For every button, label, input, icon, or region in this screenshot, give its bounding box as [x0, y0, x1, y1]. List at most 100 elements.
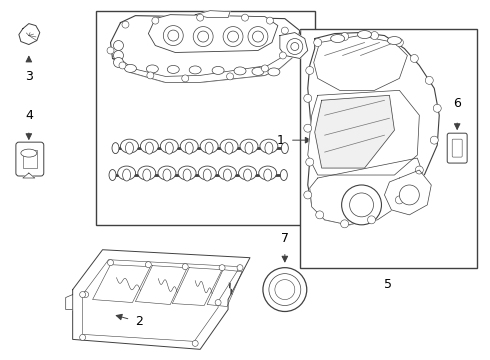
- Ellipse shape: [245, 142, 253, 154]
- Circle shape: [114, 41, 123, 50]
- Circle shape: [242, 14, 248, 21]
- Polygon shape: [385, 170, 431, 215]
- Circle shape: [368, 216, 375, 224]
- Ellipse shape: [225, 142, 233, 154]
- Circle shape: [433, 104, 441, 112]
- Polygon shape: [23, 173, 35, 178]
- Text: 4: 4: [25, 109, 33, 122]
- Polygon shape: [73, 250, 250, 349]
- Ellipse shape: [203, 169, 211, 181]
- FancyBboxPatch shape: [447, 133, 467, 163]
- Circle shape: [163, 26, 183, 45]
- Circle shape: [248, 27, 268, 46]
- Ellipse shape: [219, 166, 236, 180]
- Circle shape: [399, 185, 419, 205]
- Ellipse shape: [260, 139, 278, 153]
- Circle shape: [291, 42, 299, 50]
- Polygon shape: [111, 15, 300, 82]
- Circle shape: [227, 31, 239, 42]
- Circle shape: [182, 264, 188, 270]
- Ellipse shape: [200, 139, 218, 153]
- Ellipse shape: [146, 142, 153, 154]
- Circle shape: [219, 265, 225, 271]
- Ellipse shape: [268, 68, 280, 76]
- Ellipse shape: [239, 166, 257, 180]
- Circle shape: [114, 58, 123, 67]
- Circle shape: [430, 136, 438, 144]
- Ellipse shape: [388, 37, 401, 45]
- Ellipse shape: [244, 169, 251, 181]
- Ellipse shape: [189, 66, 201, 74]
- Polygon shape: [310, 158, 424, 225]
- Circle shape: [341, 220, 348, 228]
- FancyBboxPatch shape: [452, 139, 462, 157]
- Polygon shape: [19, 24, 40, 45]
- Circle shape: [395, 39, 403, 46]
- Circle shape: [341, 32, 348, 41]
- Ellipse shape: [178, 166, 196, 180]
- Text: 7: 7: [281, 232, 289, 245]
- Circle shape: [226, 73, 234, 80]
- Ellipse shape: [147, 65, 158, 73]
- Circle shape: [252, 31, 264, 42]
- Polygon shape: [66, 294, 73, 310]
- Ellipse shape: [112, 143, 119, 154]
- Ellipse shape: [165, 142, 173, 154]
- Circle shape: [269, 274, 301, 306]
- Circle shape: [215, 300, 221, 306]
- Circle shape: [114, 50, 123, 60]
- Text: 5: 5: [385, 278, 392, 291]
- Circle shape: [314, 39, 322, 46]
- Circle shape: [197, 31, 209, 42]
- Text: 3: 3: [25, 71, 33, 84]
- Ellipse shape: [141, 139, 158, 153]
- Circle shape: [146, 262, 151, 268]
- Ellipse shape: [259, 166, 277, 180]
- Ellipse shape: [223, 169, 231, 181]
- Ellipse shape: [281, 143, 288, 154]
- Circle shape: [395, 196, 403, 204]
- Ellipse shape: [198, 166, 216, 180]
- Circle shape: [425, 76, 433, 84]
- Circle shape: [237, 265, 243, 271]
- Ellipse shape: [240, 139, 258, 153]
- Text: 6: 6: [453, 97, 461, 110]
- Circle shape: [275, 280, 295, 300]
- Ellipse shape: [280, 170, 287, 180]
- Ellipse shape: [158, 166, 176, 180]
- Ellipse shape: [234, 67, 246, 75]
- FancyBboxPatch shape: [16, 142, 44, 176]
- Bar: [23, 150, 37, 168]
- Circle shape: [193, 27, 213, 46]
- Bar: [96, 11, 315, 225]
- Circle shape: [107, 47, 114, 54]
- Ellipse shape: [163, 169, 171, 181]
- Circle shape: [287, 39, 303, 54]
- Ellipse shape: [118, 166, 136, 180]
- Circle shape: [192, 340, 198, 346]
- Polygon shape: [315, 95, 394, 168]
- Text: 2: 2: [135, 315, 143, 328]
- Circle shape: [267, 17, 273, 24]
- Circle shape: [223, 27, 243, 46]
- Ellipse shape: [167, 66, 179, 73]
- Polygon shape: [280, 32, 308, 58]
- Circle shape: [168, 30, 179, 41]
- Ellipse shape: [121, 139, 138, 153]
- Circle shape: [119, 62, 126, 69]
- Circle shape: [304, 94, 312, 102]
- Circle shape: [83, 292, 89, 298]
- Circle shape: [152, 17, 159, 24]
- Circle shape: [306, 67, 314, 75]
- Circle shape: [107, 260, 114, 266]
- Circle shape: [304, 124, 312, 132]
- Circle shape: [80, 292, 86, 298]
- Circle shape: [122, 21, 129, 28]
- Circle shape: [304, 191, 312, 199]
- Ellipse shape: [124, 64, 136, 72]
- Ellipse shape: [180, 139, 198, 153]
- Polygon shape: [148, 15, 278, 53]
- Circle shape: [196, 14, 204, 21]
- Circle shape: [147, 72, 154, 79]
- Ellipse shape: [21, 149, 37, 157]
